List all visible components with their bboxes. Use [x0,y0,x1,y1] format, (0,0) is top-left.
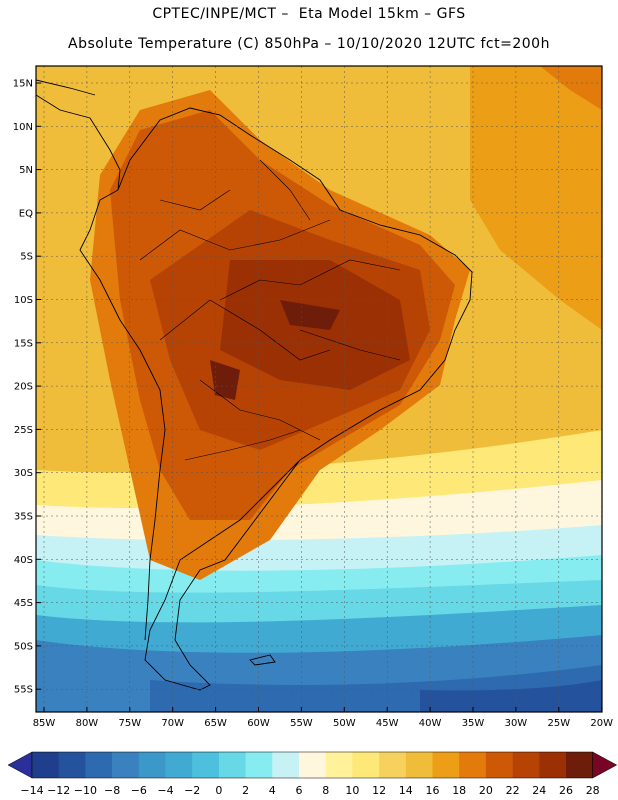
longitude-label: 55W [290,718,313,729]
colorbar-label: 0 [215,784,222,797]
colorbar-label: 22 [506,784,520,797]
colorbar-label: 26 [559,784,573,797]
longitude-labels: 85W 80W 75W 70W 65W 60W 55W 50W 45W 40W 35W 30W 25W 2… [33,707,613,729]
colorbar-label: 28 [586,784,600,797]
longitude-label: 35W [462,718,485,729]
graticule [36,66,602,712]
longitude-label: 50W [333,718,356,729]
colorbar-swatch [218,752,246,778]
colorbar-label: −14 [20,784,43,797]
colorbar-swatch [58,752,86,778]
temperature-field [36,66,602,712]
latitude-label: 25S [14,425,33,436]
colorbar-swatch [192,752,220,778]
colorbar-swatch [405,752,433,778]
colorbar-swatch [112,752,140,778]
colorbar-swatch [165,752,193,778]
latitude-label: 5S [20,252,33,263]
colorbar-label: 24 [532,784,546,797]
colorbar-swatch [325,752,353,778]
country-borders [139,159,401,461]
latitude-label: 50S [14,641,33,652]
longitude-label: 70W [161,718,184,729]
longitude-label: 30W [505,718,528,729]
colorbar-min-arrow [7,751,33,779]
latitude-labels: 15N 10N 5N EQ 5S 10S 15S 20S 25S 30S 35S 40S 45S 50S 5… [13,79,41,696]
colorbar-swatch [245,752,273,778]
longitude-label: 80W [76,718,99,729]
colorbar-swatch [32,752,59,778]
colorbar-label: −2 [184,784,200,797]
latitude-label: 10N [13,122,33,133]
colorbar-swatch [432,752,460,778]
map-frame [35,65,603,713]
colorbar-label: −8 [104,784,120,797]
latitude-label: 30S [14,468,33,479]
latitude-label: 15N [13,79,33,90]
latitude-label: 15S [14,338,33,349]
colorbar-swatch [352,752,380,778]
longitude-label: 65W [204,718,227,729]
colorbar-label: −12 [47,784,70,797]
colorbar-max-arrow [592,751,618,779]
latitude-label: 5N [19,165,33,176]
colorbar-frame [31,751,593,779]
latitude-label: EQ [19,208,33,219]
colorbar-label: 10 [345,784,359,797]
longitude-label: 60W [247,718,270,729]
latitude-label: 40S [14,555,33,566]
longitude-label: 75W [118,718,141,729]
colorbar-label: −6 [131,784,147,797]
colorbar-label: 20 [479,784,493,797]
colorbar-label: 8 [322,784,329,797]
longitude-label: 25W [547,718,570,729]
colorbar-label: 2 [242,784,249,797]
map-title-line1: CPTEC/INPE/MCT – Eta Model 15km – GFS [152,6,466,22]
colorbar-swatch [566,752,593,778]
colorbar-label: 12 [372,784,386,797]
colorbar: −14 −12 −10 −8 −6 −4 −2 0 2 4 6 8 10 12 14 16 18 20 22 24 26… [7,751,618,797]
colorbar-label: 14 [399,784,413,797]
latitude-label: 20S [14,382,33,393]
map-title-line2: Absolute Temperature (C) 850hPa – 10/10/… [68,36,550,52]
colorbar-swatch [512,752,540,778]
colorbar-label: 6 [296,784,303,797]
colorbar-swatch [459,752,487,778]
longitude-label: 40W [419,718,442,729]
latitude-label: 35S [14,512,33,523]
latitude-label: 55S [14,685,33,696]
latitude-label: 45S [14,598,33,609]
colorbar-label: 16 [426,784,440,797]
latitude-label: 10S [14,295,33,306]
colorbar-swatch [379,752,407,778]
longitude-label: 85W [33,718,56,729]
colorbar-swatch [485,752,513,778]
colorbar-label: 4 [269,784,276,797]
colorbar-label: 18 [452,784,466,797]
colorbar-label: −4 [157,784,173,797]
colorbar-swatch [539,752,567,778]
colorbar-swatch [138,752,166,778]
colorbar-swatch [85,752,113,778]
colorbar-swatch [299,752,326,778]
colorbar-swatch [272,752,300,778]
longitude-label: 20W [590,718,613,729]
colorbar-label: −10 [74,784,97,797]
longitude-label: 45W [376,718,399,729]
